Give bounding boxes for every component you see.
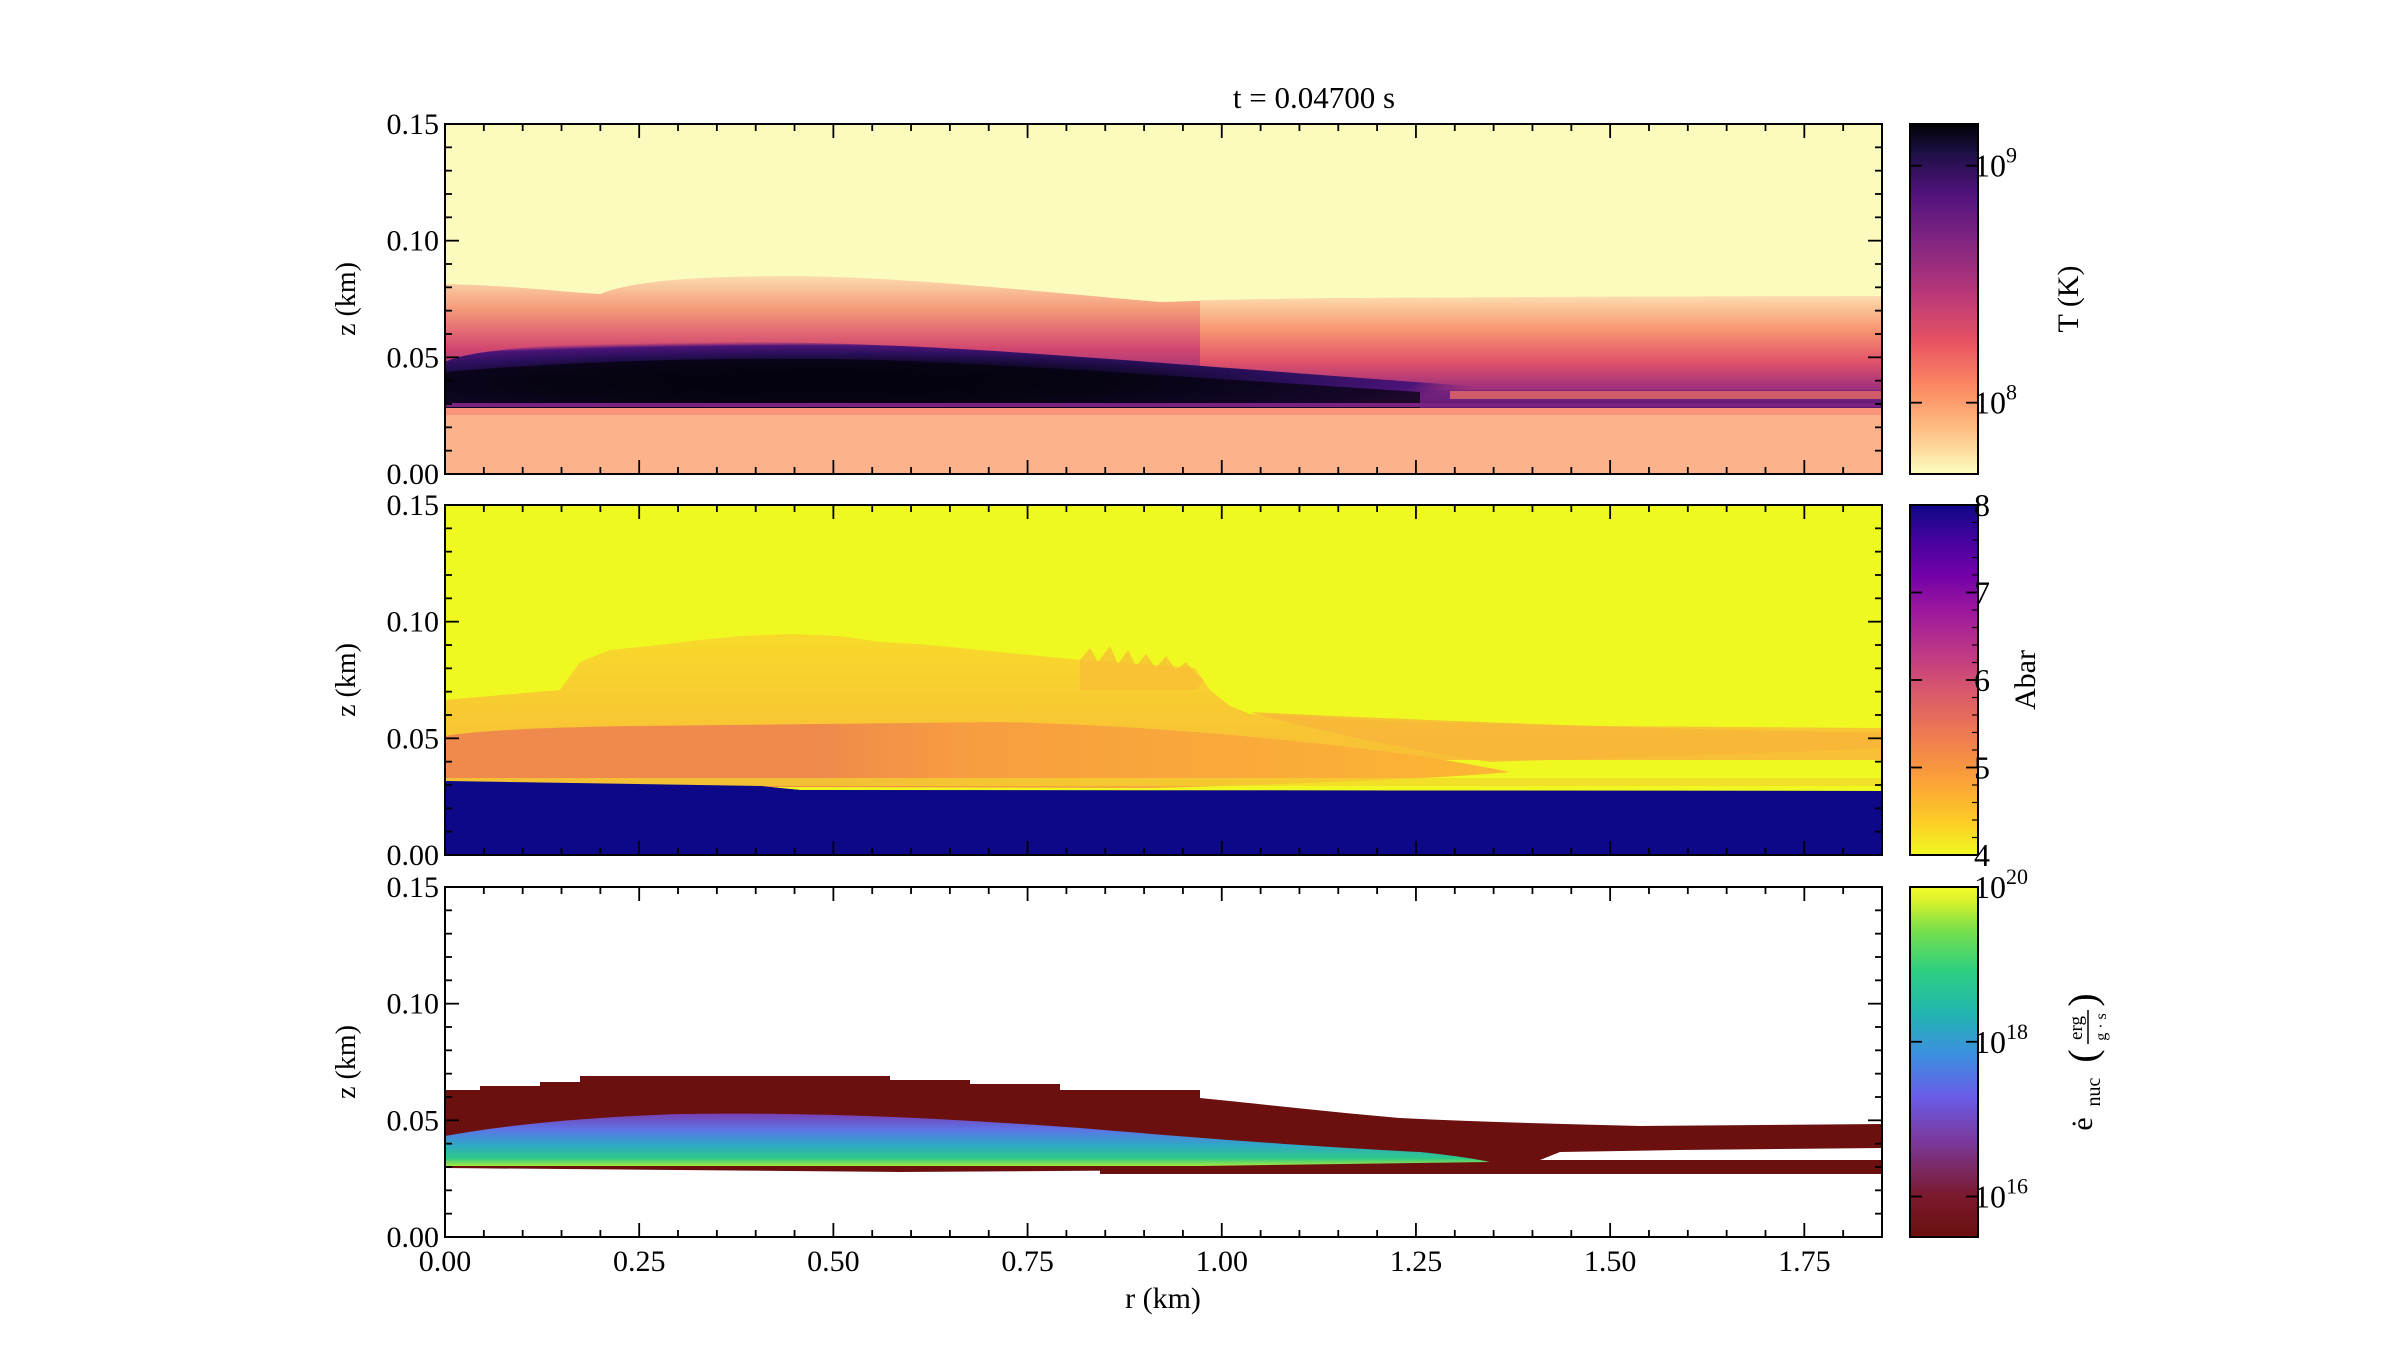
panel-enuc-frame bbox=[444, 886, 1883, 1238]
y-tick-label: 0.10 bbox=[387, 988, 440, 1021]
colorbar-enuc-label-sub: nuc bbox=[2083, 1077, 2105, 1106]
colorbar-enuc-paren-open: ( bbox=[2060, 1049, 2105, 1062]
panel-temperature: 0.00 0.05 0.10 0.15 z (km) 108 109 T (K) bbox=[331, 108, 2085, 491]
panel-temperature-ticks: 0.00 0.05 0.10 0.15 bbox=[387, 108, 1883, 491]
y-tick-label: 0.00 bbox=[387, 839, 440, 872]
x-tick-label: 1.75 bbox=[1778, 1245, 1831, 1278]
colorbar-tick-label: 1016 bbox=[1974, 1174, 2028, 1215]
y-tick-label: 0.00 bbox=[387, 1221, 440, 1254]
x-tick-label: 0.75 bbox=[1001, 1245, 1054, 1278]
colorbar-abar-label: Abar bbox=[2009, 650, 2042, 710]
colorbar-tick-label: 109 bbox=[1974, 143, 2017, 184]
y-tick-label: 0.15 bbox=[387, 489, 440, 522]
enuc-field bbox=[445, 887, 1882, 1237]
panel-enuc-ticks: 0.00 0.05 0.10 0.15 0.00 0.25 0.50 0.75 1.00 1.25… bbox=[387, 871, 1883, 1278]
panel-enuc-ylabel: z (km) bbox=[331, 1025, 362, 1099]
figure-title: t = 0.04700 s bbox=[1233, 80, 1395, 115]
x-tick-label: 0.00 bbox=[419, 1245, 472, 1278]
colorbar-enuc bbox=[1909, 886, 1979, 1238]
temperature-field bbox=[445, 124, 1882, 474]
colorbar-tick-label: 6 bbox=[1974, 662, 1990, 698]
y-tick-label: 0.15 bbox=[387, 871, 440, 904]
panel-enuc: 0.00 0.05 0.10 0.15 0.00 0.25 0.50 0.75 1.00 1.25… bbox=[331, 864, 2110, 1315]
y-tick-label: 0.15 bbox=[387, 108, 440, 141]
colorbar-enuc-paren-close: ) bbox=[2060, 993, 2105, 1006]
colorbar-tick-label: 108 bbox=[1974, 380, 2017, 421]
panel-abar-ylabel: z (km) bbox=[331, 643, 362, 717]
colorbar-enuc-label-den: g · s bbox=[2093, 1013, 2110, 1041]
y-tick-label: 0.00 bbox=[387, 458, 440, 491]
colorbar-tick-label: 1018 bbox=[1974, 1019, 2028, 1060]
x-tick-label: 0.50 bbox=[807, 1245, 860, 1278]
x-tick-label: 1.00 bbox=[1196, 1245, 1249, 1278]
colorbar-enuc-label-num: erg bbox=[2066, 1016, 2087, 1040]
panel-abar-ticks: 0.00 0.05 0.10 0.15 bbox=[387, 489, 1883, 872]
colorbar-tick-label: 4 bbox=[1974, 837, 1990, 873]
colorbar-temperature bbox=[1909, 123, 1979, 475]
x-tick-label: 1.50 bbox=[1584, 1245, 1637, 1278]
colorbar-tick-label: 8 bbox=[1974, 487, 1990, 523]
abar-field bbox=[445, 505, 1882, 855]
colorbar-tick-label: 5 bbox=[1974, 750, 1990, 786]
y-tick-label: 0.05 bbox=[387, 341, 440, 374]
x-tick-label: 0.25 bbox=[613, 1245, 666, 1278]
y-tick-label: 0.05 bbox=[387, 722, 440, 755]
panel-temperature-ylabel: z (km) bbox=[331, 262, 362, 336]
panel-abar-frame bbox=[444, 504, 1883, 856]
colorbar-tick-label: 1020 bbox=[1974, 864, 2028, 905]
y-tick-label: 0.10 bbox=[387, 225, 440, 258]
colorbar-temperature-label: T (K) bbox=[2052, 266, 2085, 333]
panel-abar: 0.00 0.05 0.10 0.15 z (km) 4 5 6 7 8 Abar bbox=[331, 487, 2042, 873]
panel-temperature-frame bbox=[444, 123, 1883, 475]
colorbar-enuc-label-main: ė bbox=[2066, 1117, 2099, 1130]
colorbar-abar-ticks: 4 5 6 7 8 bbox=[1910, 487, 1990, 873]
y-tick-label: 0.05 bbox=[387, 1104, 440, 1137]
colorbar-tick-label: 7 bbox=[1974, 575, 1990, 611]
panel-enuc-xlabel: r (km) bbox=[1125, 1282, 1201, 1315]
x-tick-label: 1.25 bbox=[1390, 1245, 1443, 1278]
colorbar-enuc-label: ė nuc ( erg g · s ) bbox=[2060, 993, 2110, 1130]
y-tick-label: 0.10 bbox=[387, 606, 440, 639]
